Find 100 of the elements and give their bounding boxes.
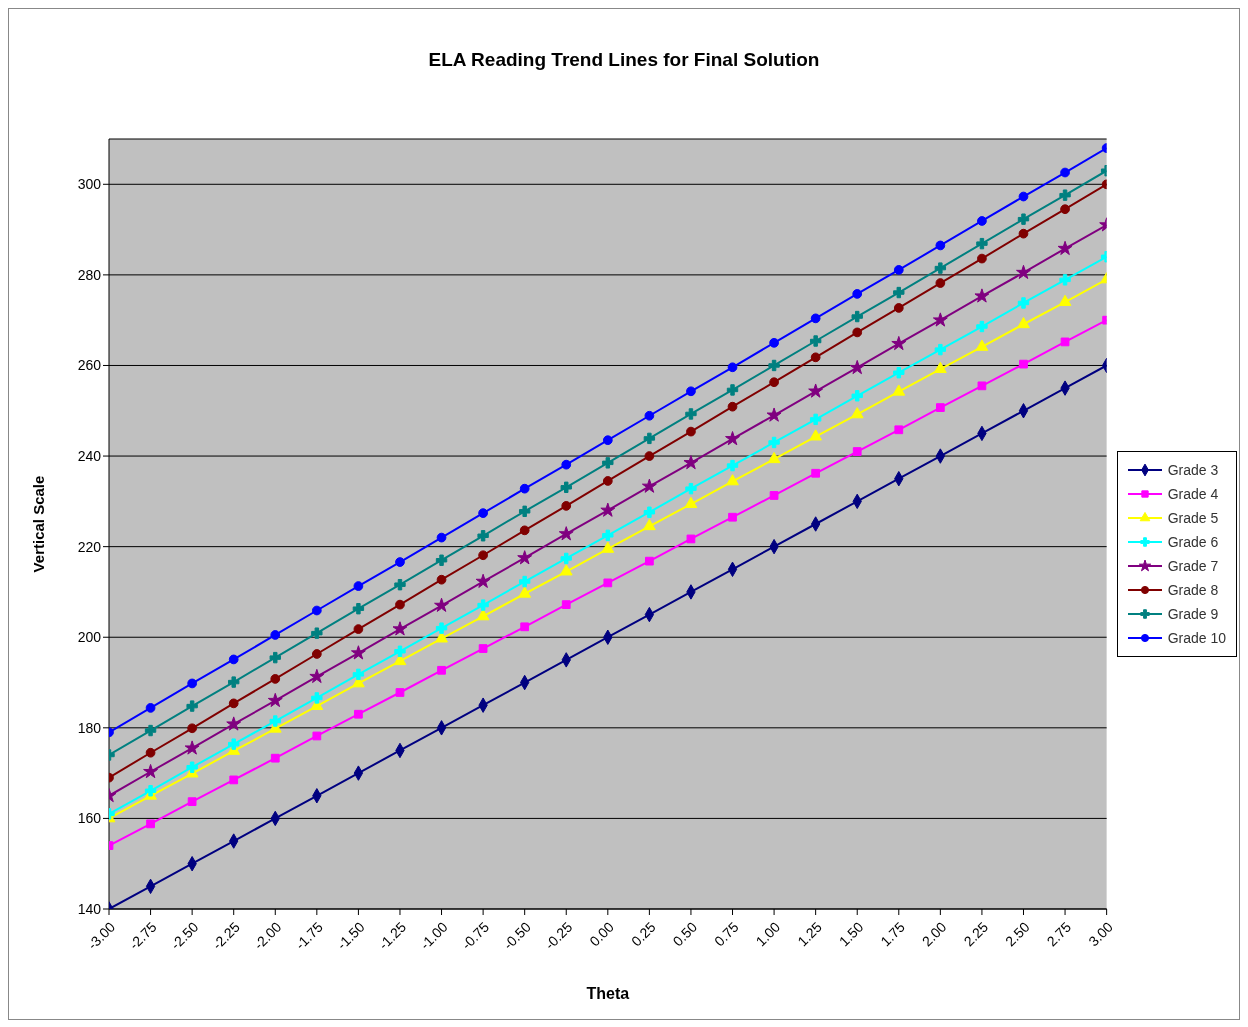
point — [768, 359, 780, 372]
point — [725, 431, 740, 446]
point — [1060, 337, 1070, 347]
point — [726, 459, 739, 472]
point — [395, 557, 405, 567]
point — [767, 451, 781, 464]
point — [1017, 316, 1030, 329]
point — [852, 447, 862, 456]
point — [353, 624, 364, 634]
point — [935, 278, 946, 288]
point — [935, 403, 945, 412]
point — [228, 676, 240, 688]
point — [228, 654, 239, 665]
point — [394, 645, 406, 657]
point — [686, 534, 696, 544]
point — [934, 343, 947, 356]
point — [395, 688, 405, 697]
point — [726, 384, 739, 396]
y-tick-label: 160 — [77, 810, 102, 827]
y-tick-label: 140 — [77, 900, 102, 917]
point — [1017, 213, 1030, 225]
y-tick-label: 260 — [77, 357, 102, 374]
point — [1060, 204, 1070, 215]
point — [184, 740, 200, 755]
point — [560, 552, 572, 565]
point — [352, 603, 365, 615]
point — [852, 289, 863, 299]
point — [602, 476, 613, 486]
point — [727, 362, 738, 373]
point — [641, 478, 657, 493]
point — [560, 481, 572, 494]
point — [893, 286, 905, 299]
point — [475, 573, 491, 588]
point — [977, 381, 987, 391]
point — [144, 724, 157, 737]
point — [683, 455, 699, 470]
point — [602, 457, 614, 469]
legend-label: Grade 8 — [1167, 581, 1219, 600]
y-tick-label: 280 — [77, 266, 102, 283]
y-tick-label: 300 — [77, 176, 102, 193]
y-axis-title: Vertical Scale — [30, 475, 48, 573]
point — [769, 491, 779, 500]
point — [518, 505, 531, 518]
point — [436, 532, 447, 543]
point — [353, 581, 364, 591]
point — [1019, 359, 1028, 369]
point — [145, 747, 156, 758]
legend-label: Grade 4 — [1167, 485, 1219, 504]
point — [685, 482, 697, 495]
chart-title: ELA Reading Trend Lines for Final Solution — [427, 48, 821, 72]
point — [394, 579, 406, 591]
point — [437, 665, 446, 675]
point — [311, 649, 322, 659]
point — [975, 339, 989, 351]
point — [1018, 228, 1029, 239]
point — [850, 407, 864, 419]
point — [601, 541, 615, 553]
point — [977, 253, 987, 264]
point — [477, 530, 489, 542]
legend-label: Grade 7 — [1167, 557, 1219, 576]
point — [809, 413, 822, 426]
point — [354, 709, 363, 719]
point — [893, 367, 905, 379]
point — [769, 337, 779, 348]
point — [1058, 294, 1072, 306]
point — [686, 426, 696, 437]
point — [228, 698, 239, 709]
point — [436, 574, 447, 585]
point — [187, 678, 198, 689]
point — [893, 265, 904, 275]
point — [1016, 264, 1031, 280]
point — [352, 668, 365, 681]
point — [311, 692, 323, 704]
point — [186, 700, 198, 712]
point — [810, 313, 821, 324]
point — [935, 240, 946, 251]
point — [643, 432, 656, 445]
point — [809, 429, 823, 441]
point — [143, 763, 159, 779]
point — [1018, 191, 1029, 202]
point — [642, 518, 656, 531]
point — [518, 575, 531, 588]
point — [894, 425, 904, 435]
point — [561, 501, 572, 511]
point — [477, 599, 489, 611]
point — [600, 502, 616, 517]
point — [766, 407, 782, 422]
point — [768, 436, 780, 449]
point — [726, 474, 739, 486]
point — [1017, 297, 1030, 309]
y-tick-label: 240 — [77, 448, 102, 465]
point — [603, 578, 613, 588]
point — [852, 327, 863, 338]
point — [186, 761, 198, 773]
point — [933, 361, 947, 373]
point — [435, 622, 448, 634]
point — [561, 459, 572, 470]
point — [434, 597, 449, 612]
point — [559, 564, 573, 576]
point — [602, 529, 614, 542]
